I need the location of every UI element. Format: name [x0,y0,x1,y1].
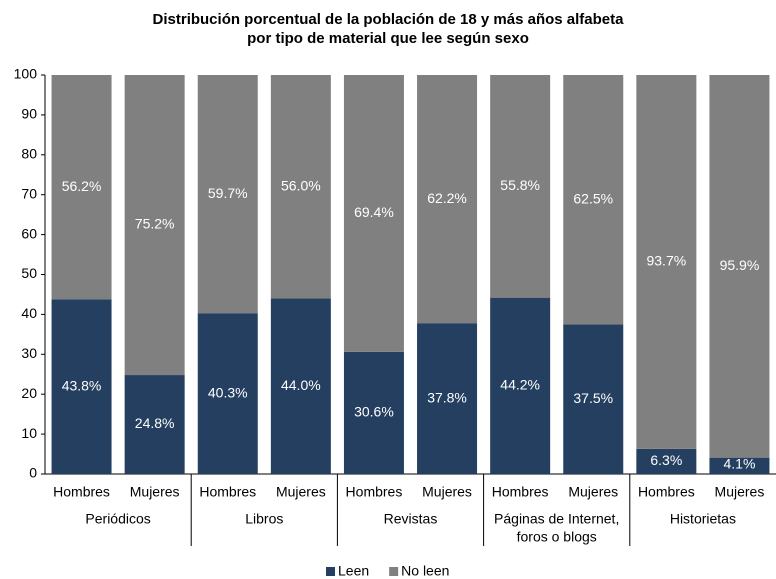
data-label: 56.2% [62,178,102,194]
data-label: 62.2% [427,190,467,206]
x-tick-label: Mujeres [276,484,326,500]
data-label: 93.7% [646,253,686,269]
group-label: Libros [245,511,283,527]
bar-segment [563,75,624,325]
bar-segment [490,75,551,298]
bar-segment [343,75,404,352]
group-label: foros o blogs [517,529,597,545]
bar-segment [124,75,185,376]
group-label: Páginas de Internet, [494,511,619,527]
bar-segment [51,299,112,474]
x-tick-label: Mujeres [715,484,765,500]
data-label: 40.3% [208,384,248,400]
data-label: 6.3% [650,452,682,468]
bar-segment [197,75,258,314]
group-label: Historietas [670,511,736,527]
x-tick-label: Hombres [199,484,256,500]
bar-segment [343,351,404,474]
x-tick-label: Hombres [346,484,403,500]
bar-segment [636,75,697,449]
x-tick-label: Hombres [492,484,549,500]
data-label: 55.8% [500,177,540,193]
data-label: 37.5% [573,390,613,406]
x-tick-label: Mujeres [422,484,472,500]
bar-segment [270,75,331,299]
data-label: 62.5% [573,190,613,206]
data-label: 95.9% [720,257,760,273]
x-tick-label: Mujeres [568,484,618,500]
y-tick-label: 70 [21,185,37,201]
legend-swatch [326,567,335,576]
data-label: 69.4% [354,204,394,220]
x-tick-label: Hombres [638,484,695,500]
group-label: Revistas [384,511,438,527]
bar-segment [563,324,624,474]
data-label: 44.2% [500,377,540,393]
y-tick-label: 80 [21,146,37,162]
y-tick-label: 20 [21,385,37,401]
bar-segment [197,313,258,474]
data-label: 37.8% [427,389,467,405]
bar-segment [636,448,697,474]
legend-label: No leen [401,563,449,579]
bar-segment [270,298,331,474]
y-tick-label: 0 [29,465,37,481]
y-tick-label: 40 [21,305,37,321]
y-tick-label: 10 [21,425,37,441]
group-label: Periódicos [85,511,150,527]
y-tick-label: 60 [21,225,37,241]
chart-title: por tipo de material que lee según sexo [247,30,529,47]
bar-segment [417,323,478,474]
legend-label: Leen [338,563,369,579]
bar-segment [417,75,478,324]
bar-segment [709,457,770,474]
data-label: 56.0% [281,177,321,193]
bar-segment [490,297,551,474]
chart-title: Distribución porcentual de la población … [153,11,625,28]
y-tick-label: 100 [14,66,38,82]
data-label: 43.8% [62,377,102,393]
legend-swatch [389,567,399,576]
bar-segment [51,75,112,300]
data-label: 4.1% [723,456,755,472]
x-tick-label: Mujeres [130,484,180,500]
y-tick-label: 50 [21,265,37,281]
data-label: 30.6% [354,404,394,420]
y-tick-label: 30 [21,345,37,361]
y-tick-label: 90 [21,106,37,122]
data-label: 44.0% [281,377,321,393]
data-label: 59.7% [208,185,248,201]
data-label: 24.8% [135,415,175,431]
bar-segment [709,75,770,458]
data-label: 75.2% [135,216,175,232]
bar-segment [124,375,185,474]
x-tick-label: Hombres [53,484,110,500]
